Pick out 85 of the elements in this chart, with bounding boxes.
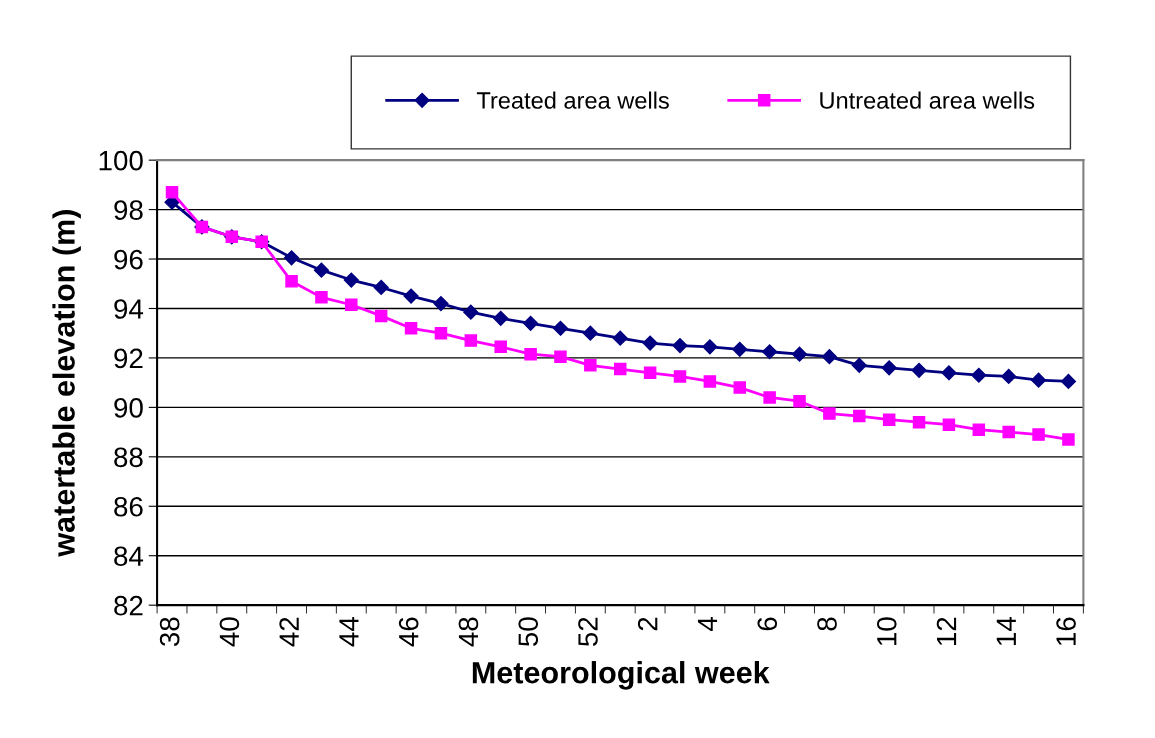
- point: [612, 330, 628, 346]
- point: [912, 415, 926, 429]
- point: [584, 359, 597, 372]
- point: [464, 334, 478, 347]
- y-axis-title: watertable elevation (m): [52, 210, 81, 557]
- point: [582, 325, 598, 341]
- point: [1062, 433, 1075, 446]
- y-tick-label: 96: [114, 249, 143, 270]
- point: [702, 339, 718, 355]
- point: [942, 418, 956, 431]
- point: [791, 346, 808, 362]
- point: [821, 349, 837, 365]
- x-tick-label: 16: [1056, 617, 1076, 646]
- x-tick-label: 44: [339, 617, 359, 647]
- point: [763, 391, 776, 404]
- point: [433, 295, 449, 312]
- point: [733, 381, 747, 394]
- point: [463, 304, 479, 320]
- point: [552, 320, 569, 336]
- x-tick-label: 12: [936, 617, 957, 646]
- point: [762, 344, 778, 360]
- x-tick-label: 10: [876, 617, 897, 646]
- point: [1032, 428, 1045, 441]
- x-tick-label: 6: [757, 617, 778, 631]
- x-tick-label: 38: [159, 617, 180, 647]
- x-tick-label: 4: [697, 617, 718, 632]
- y-tick-label: 90: [114, 398, 143, 418]
- point: [823, 407, 836, 420]
- point: [345, 298, 358, 312]
- point: [524, 347, 537, 361]
- y-tick-label: 82: [114, 595, 143, 616]
- point: [1001, 368, 1017, 385]
- point: [313, 262, 329, 278]
- y-tick-label: 88: [114, 447, 143, 468]
- point: [882, 413, 896, 426]
- point: [853, 409, 866, 423]
- point: [673, 370, 687, 383]
- point: [732, 341, 748, 357]
- y-tick-label: 92: [114, 348, 143, 369]
- x-tick-label: 46: [398, 617, 419, 647]
- x-tick-label: 52: [578, 617, 598, 647]
- x-tick-label: 8: [817, 617, 837, 631]
- point: [554, 350, 567, 363]
- point: [434, 326, 448, 340]
- x-tick-label: 48: [458, 617, 479, 647]
- point: [972, 423, 986, 436]
- point: [643, 366, 657, 380]
- point: [911, 362, 927, 378]
- x-tick-label: 42: [279, 617, 299, 647]
- point: [404, 322, 418, 335]
- point: [283, 250, 300, 266]
- x-tick-label: 40: [219, 617, 240, 647]
- y-tick-label: 86: [114, 496, 143, 517]
- point: [613, 362, 627, 376]
- point: [941, 365, 957, 381]
- point: [1002, 425, 1015, 439]
- point: [1060, 373, 1077, 389]
- y-tick-label: 94: [114, 299, 144, 319]
- point: [971, 367, 987, 383]
- point: [493, 310, 509, 326]
- point: [672, 337, 688, 354]
- y-tick-label: 100: [99, 150, 143, 171]
- point: [285, 275, 298, 288]
- point: [374, 309, 388, 323]
- point: [793, 394, 806, 408]
- point: [343, 272, 359, 288]
- legend-label: Untreated area wells: [820, 91, 1035, 109]
- y-tick-label: 84: [114, 546, 144, 567]
- x-tick-label: 50: [518, 617, 539, 647]
- x-tick-label: 14: [996, 617, 1016, 646]
- point: [523, 315, 539, 331]
- y-tick-label: 98: [114, 200, 143, 220]
- point: [165, 186, 179, 199]
- point: [1030, 372, 1047, 388]
- point: [703, 375, 717, 388]
- x-axis-title: Meteorological week: [472, 661, 770, 690]
- legend-label: Treated area wells: [476, 91, 669, 109]
- point: [851, 357, 867, 373]
- point: [494, 340, 507, 354]
- x-tick-label: 2: [637, 617, 658, 631]
- point: [403, 288, 419, 304]
- point: [881, 360, 897, 376]
- point: [315, 291, 328, 304]
- point: [642, 335, 658, 351]
- point: [373, 279, 389, 296]
